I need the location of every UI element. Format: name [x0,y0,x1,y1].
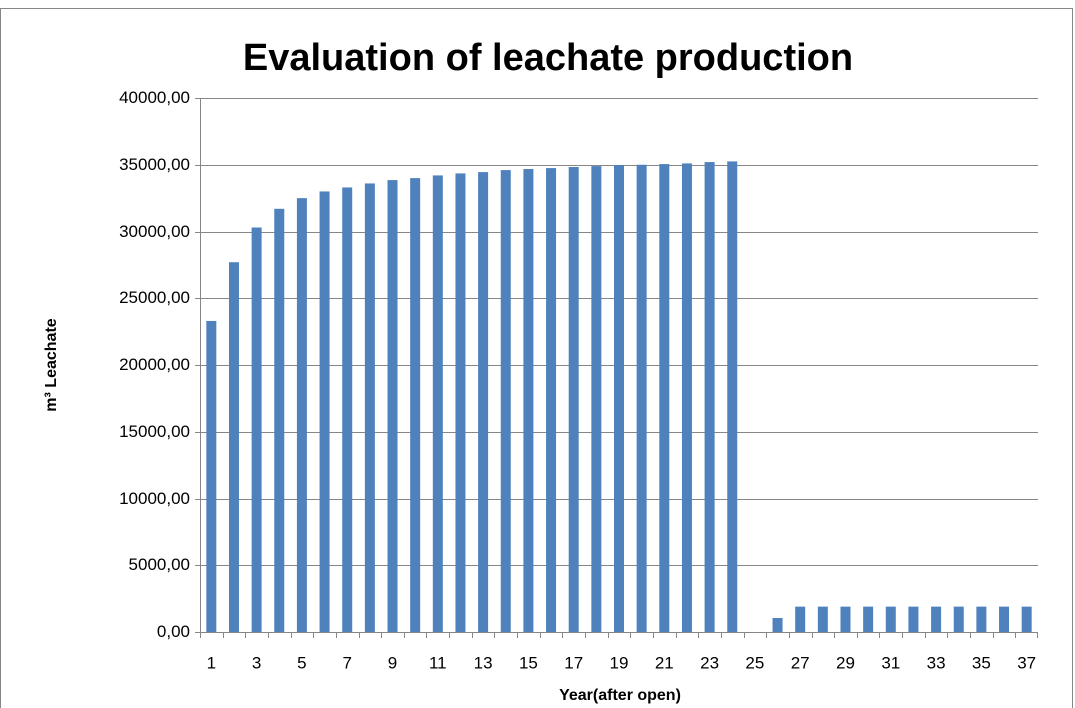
bar [432,175,443,632]
y-tick-label: 30000,00 [119,222,190,241]
chart-title: Evaluation of leachate production [243,37,853,79]
x-tick-label: 21 [655,653,674,672]
x-tick-label: 31 [881,653,900,672]
bar [636,164,647,632]
bar [1021,606,1032,632]
bar [659,164,670,632]
bar [908,606,919,632]
bar [614,165,624,632]
x-tick-label: 37 [1017,653,1036,672]
bar [568,167,579,632]
x-axis-label: Year(after open) [559,687,681,704]
x-tick-label: 35 [972,653,991,672]
x-tick-label: 11 [429,653,447,672]
x-tick-label: 29 [836,653,855,672]
x-tick-label: 9 [388,653,397,672]
bar [840,606,851,632]
x-tick-label: 7 [342,653,351,672]
y-tick-label: 0,00 [157,622,190,641]
bar [704,162,715,632]
x-tick-label: 23 [700,653,719,672]
y-tick-label: 15000,00 [119,422,190,441]
x-tick-label: 17 [564,653,583,672]
y-tick-label: 20000,00 [119,355,190,374]
bar [387,180,398,633]
bar [863,606,874,632]
x-tick-label: 27 [791,653,810,672]
bar [953,606,964,632]
bar [885,606,896,632]
y-axis-label: m³ Leachate [43,318,60,411]
bar [364,183,375,632]
x-tick-label: 1 [207,653,216,672]
bar [319,191,330,632]
x-tick-label: 13 [474,653,493,672]
bar [410,178,421,632]
bar [523,169,534,632]
bar [591,166,602,632]
bar [976,606,987,632]
x-tick-label: 3 [252,653,261,672]
bar [500,170,511,632]
bar [817,606,828,632]
x-tick-label: 5 [297,653,306,672]
bar [206,320,217,632]
y-tick-label: 35000,00 [119,155,190,174]
y-tick-label: 25000,00 [119,288,190,307]
x-tick-label: 15 [519,653,538,672]
y-tick-label: 10000,00 [119,489,190,508]
bar [546,168,557,632]
bar [342,187,353,632]
bar [727,161,738,632]
x-tick-label: 19 [610,653,629,672]
y-tick-label: 5000,00 [129,555,190,574]
bar [455,173,466,633]
bar [228,262,239,632]
bar [274,208,285,632]
chart-frame [0,8,1073,708]
bar [999,606,1010,632]
bar [681,163,692,633]
bar [795,606,806,632]
bar [772,617,783,632]
bar [931,606,942,632]
x-tick-label: 33 [927,653,946,672]
bar [296,198,307,632]
bar [478,172,489,632]
bar [251,227,262,632]
x-tick-label: 25 [745,653,764,672]
y-tick-label: 40000,00 [119,88,190,107]
